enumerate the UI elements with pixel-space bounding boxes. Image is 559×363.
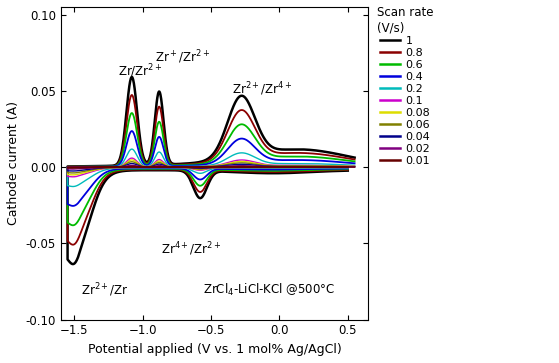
Legend: 1, 0.8, 0.6, 0.4, 0.2, 0.1, 0.08, 0.06, 0.04, 0.02, 0.01: 1, 0.8, 0.6, 0.4, 0.2, 0.1, 0.08, 0.06, … xyxy=(377,6,433,166)
Text: Zr$^{2+}$/Zr$^{4+}$: Zr$^{2+}$/Zr$^{4+}$ xyxy=(231,81,292,98)
Y-axis label: Cathode current (A): Cathode current (A) xyxy=(7,101,20,225)
Text: Zr/Zr$^{2+}$: Zr/Zr$^{2+}$ xyxy=(118,62,163,80)
X-axis label: Potential applied (V vs. 1 mol% Ag/AgCl): Potential applied (V vs. 1 mol% Ag/AgCl) xyxy=(88,343,342,356)
Text: Zr$^+$/Zr$^{2+}$: Zr$^+$/Zr$^{2+}$ xyxy=(155,49,210,66)
Text: Zr$^{2+}$/Zr: Zr$^{2+}$/Zr xyxy=(81,282,129,299)
Text: ZrCl$_4$-LiCl-KCl @500°C: ZrCl$_4$-LiCl-KCl @500°C xyxy=(203,282,335,298)
Text: Zr$^{4+}$/Zr$^{2+}$: Zr$^{4+}$/Zr$^{2+}$ xyxy=(160,241,221,258)
